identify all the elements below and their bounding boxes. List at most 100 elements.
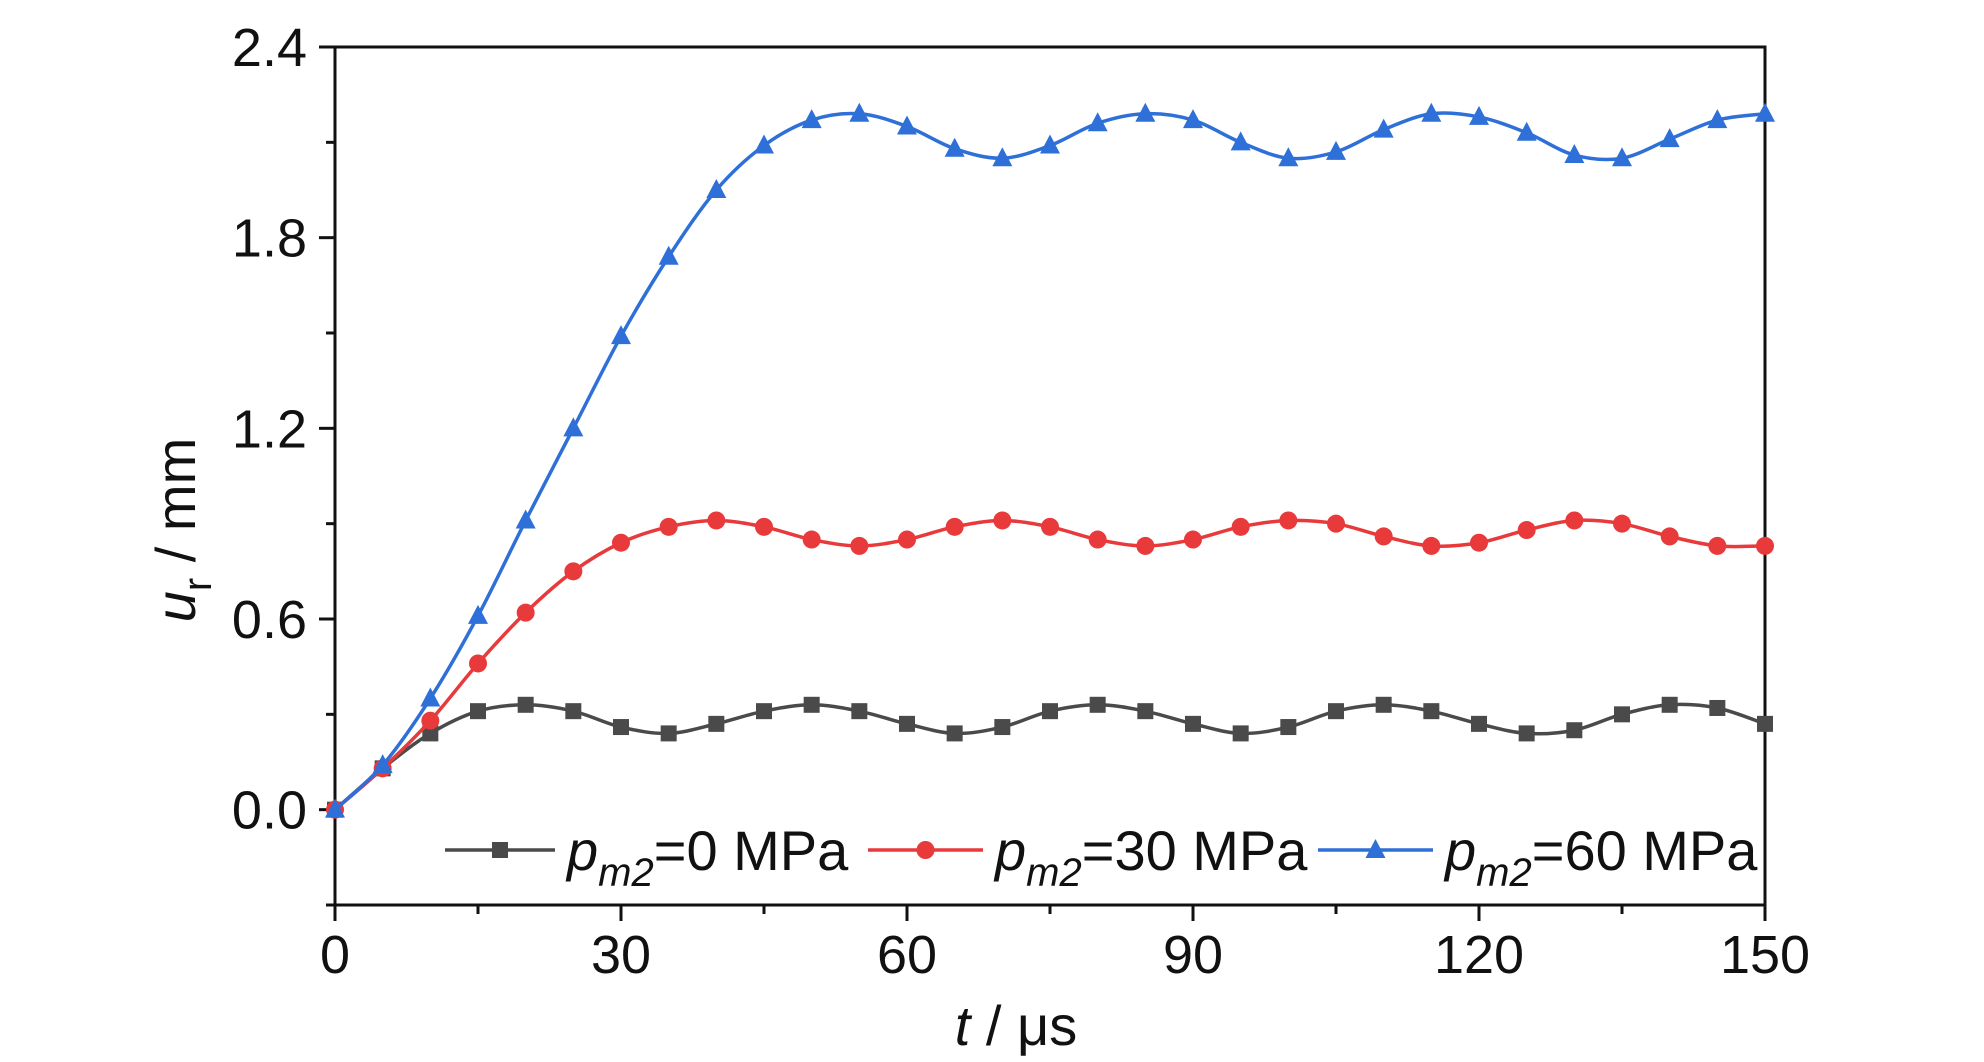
data-point — [946, 725, 963, 742]
data-point — [659, 517, 678, 536]
data-point — [1328, 703, 1344, 720]
data-point — [851, 703, 868, 720]
x-axis: 0 30 60 90 120 150 — [320, 905, 1810, 985]
data-point — [1423, 703, 1440, 720]
data-point — [420, 687, 441, 707]
data-point — [1373, 118, 1394, 138]
y-tick-label: 1.8 — [232, 209, 307, 269]
data-point — [801, 109, 822, 129]
data-point — [1040, 134, 1060, 154]
data-point — [994, 719, 1011, 736]
series-line — [333, 518, 1766, 811]
data-point — [1421, 102, 1442, 122]
data-point — [1374, 527, 1393, 546]
data-point — [1517, 521, 1536, 540]
data-point — [1087, 112, 1108, 132]
data-point — [470, 703, 486, 720]
data-point — [1042, 703, 1058, 720]
data-point — [992, 147, 1013, 167]
y-axis-label: ur / mm — [144, 438, 220, 622]
data-point — [1184, 530, 1202, 549]
data-point — [372, 754, 393, 774]
y-tick-label: 0.6 — [232, 590, 307, 650]
legend: pm2=0 MPa pm2=30 MPa pm2=60 MPa — [445, 819, 1758, 895]
data-point — [1278, 147, 1299, 167]
data-point — [1135, 102, 1156, 122]
data-point — [1661, 696, 1678, 713]
data-point — [1757, 715, 1773, 732]
x-tick-label: 60 — [877, 925, 937, 985]
data-point — [1566, 722, 1583, 739]
data-point — [1470, 533, 1488, 552]
data-point — [515, 509, 536, 529]
data-point — [613, 719, 629, 736]
y-tick-label: 2.4 — [232, 18, 307, 78]
data-point — [1755, 102, 1775, 122]
data-point — [517, 696, 534, 713]
data-point — [1041, 517, 1059, 536]
y-tick-label: 1.2 — [232, 399, 307, 459]
legend-marker — [916, 841, 935, 859]
data-point — [1088, 530, 1107, 549]
series-line — [333, 702, 1766, 811]
data-point — [1565, 511, 1584, 530]
data-point — [945, 517, 964, 536]
data-point — [849, 102, 870, 122]
data-point — [1660, 527, 1679, 546]
data-point — [468, 604, 488, 624]
x-tick-label: 90 — [1163, 925, 1223, 985]
series-0 — [327, 696, 1773, 818]
x-tick-label: 120 — [1434, 925, 1524, 985]
data-point — [899, 715, 915, 732]
data-point — [1614, 706, 1630, 723]
x-tick-label: 0 — [320, 925, 350, 985]
data-point — [708, 715, 725, 732]
legend-marker — [1365, 839, 1386, 858]
legend-label: pm2=60 MPa — [1443, 819, 1758, 895]
data-point — [612, 533, 630, 552]
data-point — [850, 536, 869, 555]
data-point — [1279, 511, 1298, 530]
data-point — [1183, 109, 1203, 129]
series-layer — [325, 102, 1775, 819]
legend-label: pm2=0 MPa — [565, 819, 849, 895]
data-point — [1232, 725, 1249, 742]
series-2 — [325, 102, 1775, 818]
data-point — [1708, 536, 1727, 555]
data-point — [422, 725, 439, 742]
data-point — [1564, 144, 1585, 164]
data-point — [1326, 140, 1346, 160]
data-point — [706, 179, 727, 198]
legend-marker — [492, 842, 508, 858]
series-1 — [326, 511, 1774, 819]
data-point — [1185, 715, 1201, 732]
data-point — [565, 703, 582, 720]
data-point — [421, 711, 440, 730]
data-point — [1231, 517, 1250, 536]
data-point — [1516, 121, 1537, 141]
legend-label: pm2=30 MPa — [993, 819, 1308, 895]
data-point — [1280, 719, 1297, 736]
y-tick-label: 0.0 — [232, 781, 307, 841]
data-point — [660, 725, 677, 742]
data-point — [325, 798, 345, 818]
data-point — [1612, 147, 1632, 167]
data-point — [563, 417, 584, 437]
data-point — [1422, 536, 1441, 555]
legend-entry-1: pm2=30 MPa — [868, 819, 1308, 895]
data-point — [611, 325, 631, 345]
data-point — [1375, 696, 1392, 713]
data-point — [802, 530, 821, 549]
legend-entry-0: pm2=0 MPa — [445, 819, 849, 895]
data-point — [1518, 725, 1535, 742]
data-point — [756, 703, 772, 720]
data-point — [1230, 131, 1251, 151]
data-point — [1137, 703, 1154, 720]
data-point — [658, 245, 679, 265]
x-tick-label: 150 — [1720, 925, 1810, 985]
data-point — [755, 517, 773, 536]
legend-entry-2: pm2=60 MPa — [1318, 819, 1758, 895]
data-point — [469, 654, 487, 673]
data-point — [803, 696, 820, 713]
